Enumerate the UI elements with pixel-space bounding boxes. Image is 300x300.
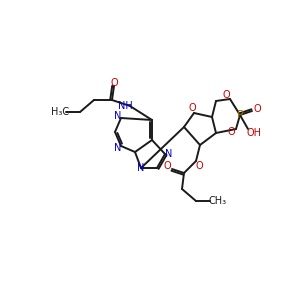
Text: O: O [110,78,118,88]
Text: N: N [114,111,122,121]
Text: O: O [227,127,235,137]
Text: O: O [195,161,203,171]
Text: P: P [237,110,243,120]
Text: N: N [165,149,173,159]
Text: NH: NH [118,101,132,111]
Text: O: O [222,90,230,100]
Text: OH: OH [247,128,262,138]
Text: O: O [188,103,196,113]
Text: CH₃: CH₃ [209,196,227,206]
Text: O: O [163,161,171,171]
Text: N: N [137,163,145,173]
Text: O: O [253,104,261,114]
Text: H₃C: H₃C [51,107,69,117]
Text: N: N [114,143,122,153]
